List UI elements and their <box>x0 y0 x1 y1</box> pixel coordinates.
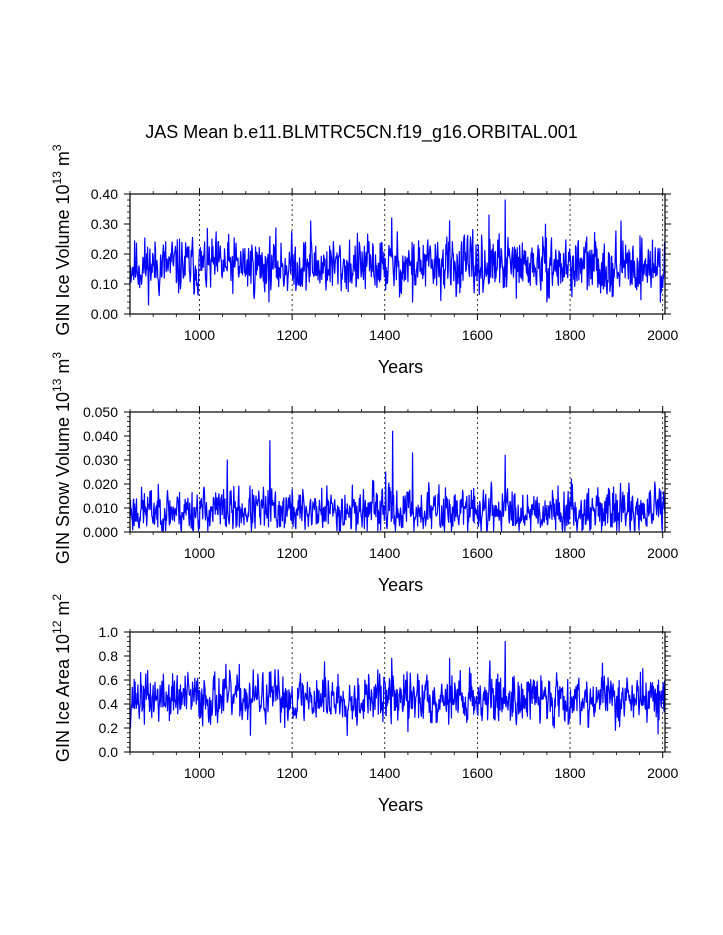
y-axis-label: GIN Ice Volume 1013 m3 <box>50 144 73 335</box>
y-tick-label: 0.10 <box>91 276 118 292</box>
x-tick-label: 1200 <box>277 765 308 781</box>
x-tick-label: 1400 <box>369 765 400 781</box>
x-tick-label: 1200 <box>277 327 308 343</box>
x-axis-label: Years <box>378 357 423 377</box>
y-tick-label: 0.010 <box>83 500 118 516</box>
y-tick-label: 0.030 <box>83 452 118 468</box>
x-tick-label: 1800 <box>554 545 585 561</box>
y-tick-label: 0.00 <box>91 306 118 322</box>
plot-frame <box>129 631 666 753</box>
x-axis-label: Years <box>378 575 423 595</box>
y-tick-label: 0.20 <box>91 246 118 262</box>
x-tick-label: 2000 <box>647 327 678 343</box>
y-tick-label: 1.0 <box>99 624 119 640</box>
y-tick-label: 0.6 <box>99 672 119 688</box>
plot-frame <box>129 411 666 533</box>
y-tick-label: 0.40 <box>91 186 118 202</box>
series-line <box>129 641 666 736</box>
y-tick-label: 0.4 <box>99 696 119 712</box>
y-tick-label: 0.8 <box>99 648 119 664</box>
y-tick-label: 0.020 <box>83 476 118 492</box>
panel-ice-area: 1000 1200 1400 1600 1800 2000 0.0 0.2 0.4 0.6 0.8 1… <box>50 594 678 815</box>
x-tick-label: 2000 <box>647 545 678 561</box>
x-tick-label: 1800 <box>554 327 585 343</box>
x-tick-label: 1600 <box>462 327 493 343</box>
series-line <box>129 430 666 532</box>
x-tick-label: 1400 <box>369 327 400 343</box>
y-tick-label: 0.30 <box>91 216 118 232</box>
y-axis-label: GIN Snow Volume 1013 m3 <box>50 352 73 564</box>
x-tick-label: 1800 <box>554 765 585 781</box>
y-tick-label: 0.040 <box>83 428 118 444</box>
series-line <box>129 199 666 306</box>
y-axis-label: GIN Ice Area 1012 m2 <box>50 594 73 762</box>
x-tick-label: 1400 <box>369 545 400 561</box>
panel-snow-volume: 1000 1200 1400 1600 1800 2000 0.000 0.010 0.020 0… <box>50 352 678 595</box>
x-tick-label: 1600 <box>462 545 493 561</box>
x-tick-label: 1600 <box>462 765 493 781</box>
figure-title: JAS Mean b.e11.BLMTRC5CN.f19_g16.ORBITAL… <box>145 122 578 142</box>
x-tick-label: 1200 <box>277 545 308 561</box>
x-tick-label: 2000 <box>647 765 678 781</box>
y-tick-label: 0.0 <box>99 744 119 760</box>
x-tick-label: 1000 <box>184 765 215 781</box>
x-axis-label: Years <box>378 795 423 815</box>
panel-ice-volume: 1000 1200 1400 1600 1800 2000 0.00 0.10 0.20 0.30… <box>50 144 678 377</box>
y-tick-label: 0.2 <box>99 720 119 736</box>
x-tick-label: 1000 <box>184 545 215 561</box>
x-tick-label: 1000 <box>184 327 215 343</box>
y-tick-label: 0.050 <box>83 404 118 420</box>
y-tick-label: 0.000 <box>83 524 118 540</box>
